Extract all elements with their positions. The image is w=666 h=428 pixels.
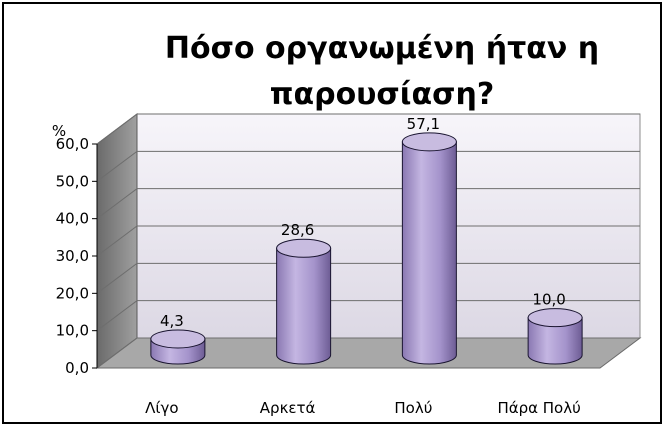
gridline [96, 262, 640, 294]
bar [150, 329, 206, 365]
bar-top [276, 238, 332, 258]
bar-top [150, 329, 206, 349]
chart-title-line-2: παρουσίαση? [270, 77, 494, 112]
bar [401, 132, 457, 365]
bar-top [527, 308, 583, 328]
bar-top [401, 132, 457, 152]
y-axis-ticks: 0,0 10,0 20,0 30,0 40,0 50,0 60,0 [56, 135, 98, 377]
data-label: 28,6 [281, 221, 314, 239]
gridline [96, 225, 640, 257]
bars: 4,3 28,6 57,1 10,0 [150, 115, 583, 365]
chart-title-line-1: Πόσο οργανωμένη ήταν η [165, 31, 599, 66]
bar-body [276, 247, 332, 365]
gridline [96, 300, 640, 332]
x-axis-categories: Λίγο Αρκετά Πολύ Πάρα Πολύ [145, 399, 581, 417]
data-label: 57,1 [407, 115, 440, 133]
category-label: Λίγο [145, 399, 178, 417]
y-axis-unit-label: % [52, 122, 66, 140]
y-tick-label: 0,0 [65, 359, 89, 377]
y-tick-label: 60,0 [56, 135, 89, 153]
gridline [96, 188, 640, 220]
category-label: Αρκετά [260, 399, 316, 417]
gridlines [96, 113, 640, 369]
category-label: Πάρα Πολύ [497, 399, 580, 417]
y-tick-label: 20,0 [56, 284, 89, 302]
y-tick-label: 10,0 [56, 322, 89, 340]
bar-body [401, 141, 457, 365]
y-tick-label: 30,0 [56, 247, 89, 265]
bar [527, 308, 583, 365]
data-label: 10,0 [532, 291, 565, 309]
data-label: 4,3 [160, 312, 184, 330]
chart: Πόσο οργανωμένη ήταν η παρουσίαση? 0,0 10… [52, 31, 642, 417]
y-tick-label: 40,0 [56, 210, 89, 228]
gridline [96, 337, 640, 369]
chart-frame: Πόσο οργανωμένη ήταν η παρουσίαση? 0,0 10… [2, 2, 662, 424]
gridline [96, 150, 640, 182]
category-label: Πολύ [394, 399, 432, 417]
bar [276, 238, 332, 365]
bar-body [527, 317, 583, 365]
gridline [96, 113, 640, 145]
y-tick-label: 50,0 [56, 172, 89, 190]
